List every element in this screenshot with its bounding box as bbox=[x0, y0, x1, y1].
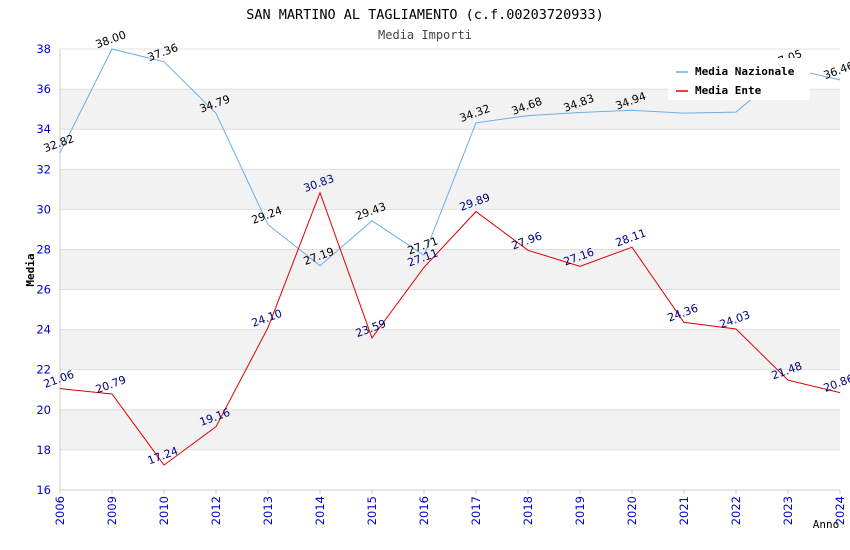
y-tick-label: 30 bbox=[36, 202, 51, 216]
x-tick-label: 2009 bbox=[105, 496, 119, 525]
legend-label-ente: Media Ente bbox=[695, 84, 762, 97]
x-tick-label: 2024 bbox=[833, 496, 847, 525]
series-line-nazionale bbox=[59, 48, 841, 267]
y-axis-label: Media bbox=[24, 253, 37, 286]
x-tick-label: 2017 bbox=[469, 496, 483, 525]
series-lines bbox=[59, 48, 841, 466]
series-line-ente bbox=[59, 191, 841, 466]
x-tick-label: 2021 bbox=[677, 496, 691, 525]
x-tick-label: 2006 bbox=[53, 496, 67, 525]
gridlines bbox=[60, 48, 840, 491]
y-tick-label: 20 bbox=[36, 403, 51, 417]
y-tick-label: 32 bbox=[36, 162, 51, 176]
x-tick-label: 2022 bbox=[729, 496, 743, 525]
chart-subtitle: Media Importi bbox=[378, 28, 472, 42]
legend-label-nazionale: Media Nazionale bbox=[695, 65, 795, 78]
chart-title: SAN MARTINO AL TAGLIAMENTO (c.f.00203720… bbox=[246, 7, 604, 23]
x-tick-label: 2018 bbox=[521, 496, 535, 525]
legend: Media Nazionale Media Ente bbox=[668, 58, 810, 100]
x-tick-label: 2012 bbox=[209, 496, 223, 525]
x-tick-label: 2020 bbox=[625, 496, 639, 525]
y-tick-label: 28 bbox=[36, 242, 51, 256]
background-bands bbox=[60, 49, 840, 490]
x-tick-label: 2010 bbox=[157, 496, 171, 525]
data-label: 38.00 bbox=[94, 28, 128, 51]
y-tick-label: 24 bbox=[36, 323, 51, 337]
x-tick-label: 2016 bbox=[417, 496, 431, 525]
band-row bbox=[60, 409, 840, 450]
x-tick-label: 2013 bbox=[261, 496, 275, 525]
x-axis-label: Anno bbox=[813, 518, 840, 531]
x-tick-label: 2023 bbox=[781, 496, 795, 525]
y-tick-label: 16 bbox=[36, 483, 51, 497]
y-tick-label: 38 bbox=[36, 42, 51, 56]
band-row bbox=[60, 249, 840, 290]
legend-box bbox=[668, 58, 810, 100]
y-tick-label: 36 bbox=[36, 82, 51, 96]
y-tick-label: 18 bbox=[36, 443, 51, 457]
y-tick-label: 34 bbox=[36, 122, 51, 136]
band-row bbox=[60, 329, 840, 370]
x-tick-label: 2015 bbox=[365, 496, 379, 525]
x-tick-label: 2019 bbox=[573, 496, 587, 525]
x-tick-label: 2014 bbox=[313, 496, 327, 525]
y-tick-label: 26 bbox=[36, 283, 51, 297]
y-tick-label: 22 bbox=[36, 363, 51, 377]
